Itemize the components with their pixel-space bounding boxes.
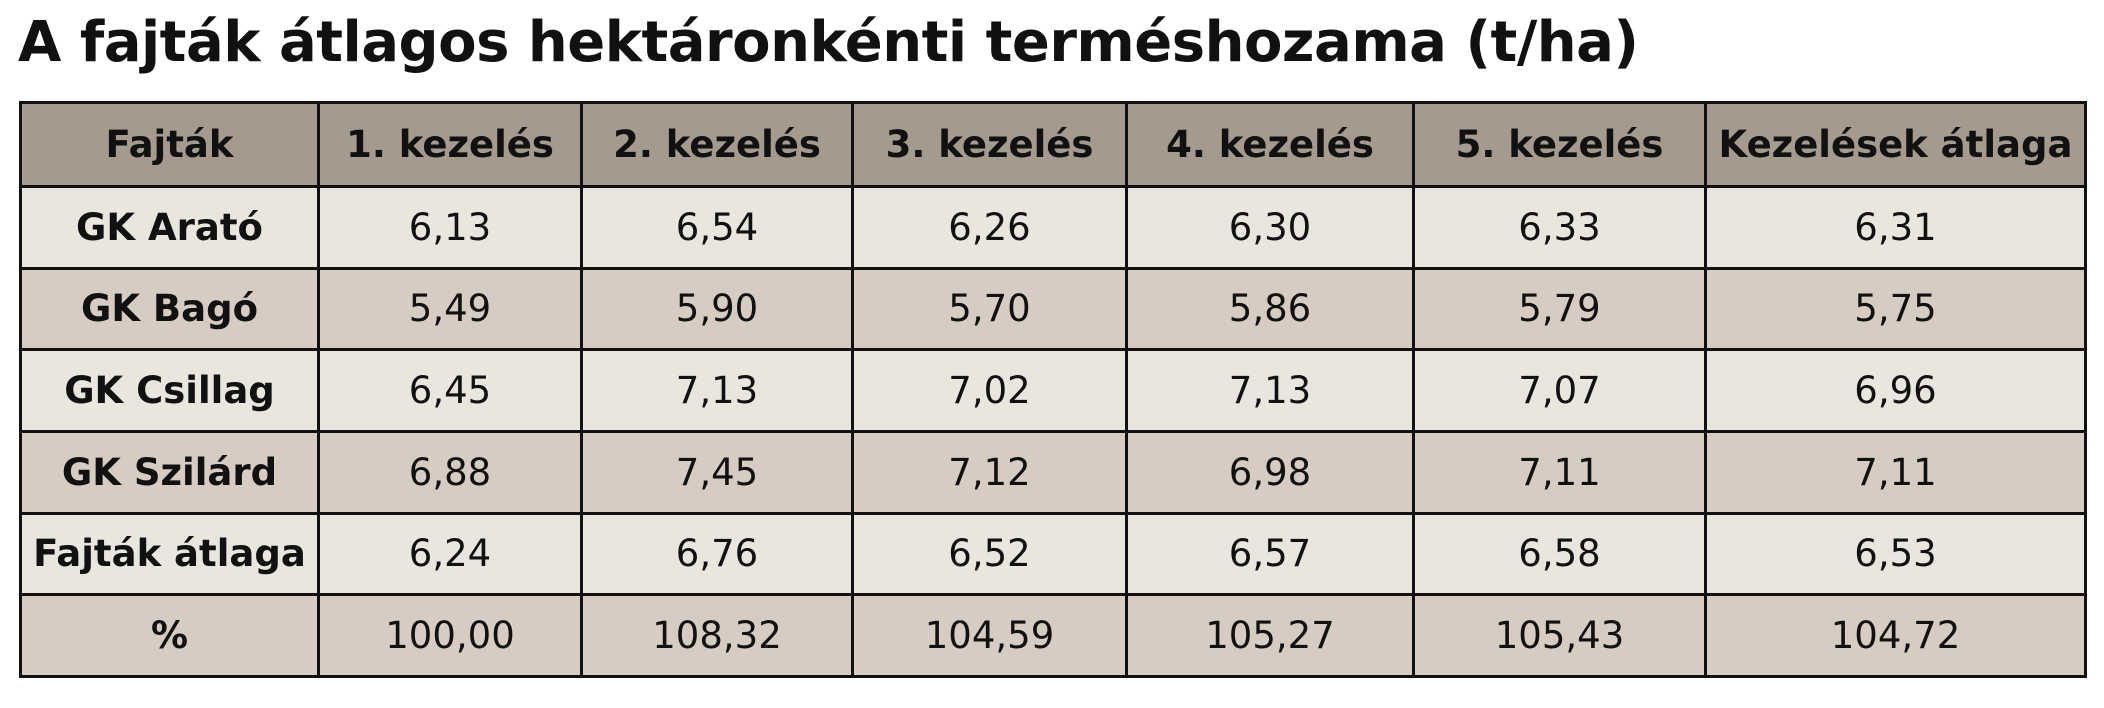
cell: 6,76 — [580, 511, 854, 597]
row-label: % — [19, 593, 320, 678]
cell: 6,52 — [851, 511, 1128, 597]
cell: 6,24 — [317, 511, 583, 597]
row-label: GK Arató — [19, 185, 320, 270]
cell: 7,12 — [851, 429, 1128, 515]
cell: 7,11 — [1704, 429, 2087, 515]
column-header: 3. kezelés — [851, 101, 1128, 188]
cell: 105,43 — [1412, 593, 1707, 678]
cell: 5,90 — [580, 266, 854, 352]
cell: 7,02 — [851, 348, 1128, 433]
cell: 104,59 — [851, 593, 1128, 678]
cell: 104,72 — [1704, 593, 2087, 678]
cell: 105,27 — [1125, 593, 1415, 678]
column-header: 5. kezelés — [1412, 101, 1707, 188]
cell: 5,49 — [317, 266, 583, 352]
table-row: GK Szilárd 6,88 7,45 7,12 6,98 7,11 7,11 — [19, 429, 2087, 515]
cell: 6,54 — [580, 185, 854, 270]
header-row: Fajták 1. kezelés 2. kezelés 3. kezelés 4. k… — [19, 101, 2087, 188]
table-row: GK Csillag 6,45 7,13 7,02 7,13 7,07 6,96 — [19, 348, 2087, 433]
page-title: A fajták átlagos hektáronkénti terméshoz… — [18, 10, 1639, 75]
cell: 100,00 — [317, 593, 583, 678]
row-label: GK Bagó — [19, 266, 320, 352]
row-label: GK Szilárd — [19, 429, 320, 515]
cell: 5,79 — [1412, 266, 1707, 352]
cell: 6,13 — [317, 185, 583, 270]
cell: 6,57 — [1125, 511, 1415, 597]
column-header: Kezelések átlaga — [1704, 101, 2087, 188]
table-row: GK Bagó 5,49 5,90 5,70 5,86 5,79 5,75 — [19, 266, 2087, 352]
cell: 7,11 — [1412, 429, 1707, 515]
cell: 6,88 — [317, 429, 583, 515]
yield-table: Fajták 1. kezelés 2. kezelés 3. kezelés 4. k… — [19, 101, 2087, 678]
column-header: Fajták — [19, 101, 320, 188]
cell: 6,26 — [851, 185, 1128, 270]
table-row: Fajták átlaga 6,24 6,76 6,52 6,57 6,58 6,53 — [19, 511, 2087, 597]
cell: 5,70 — [851, 266, 1128, 352]
cell: 6,96 — [1704, 348, 2087, 433]
cell: 6,30 — [1125, 185, 1415, 270]
cell: 6,33 — [1412, 185, 1707, 270]
cell: 7,45 — [580, 429, 854, 515]
cell: 6,31 — [1704, 185, 2087, 270]
cell: 108,32 — [580, 593, 854, 678]
cell: 6,58 — [1412, 511, 1707, 597]
table-row: % 100,00 108,32 104,59 105,27 105,43 104,72 — [19, 593, 2087, 678]
column-header: 2. kezelés — [580, 101, 854, 188]
column-header: 1. kezelés — [317, 101, 583, 188]
cell: 5,75 — [1704, 266, 2087, 352]
column-header: 4. kezelés — [1125, 101, 1415, 188]
row-label: Fajták átlaga — [19, 511, 320, 597]
table-row: GK Arató 6,13 6,54 6,26 6,30 6,33 6,31 — [19, 185, 2087, 270]
cell: 5,86 — [1125, 266, 1415, 352]
cell: 7,13 — [580, 348, 854, 433]
row-label: GK Csillag — [19, 348, 320, 433]
cell: 7,07 — [1412, 348, 1707, 433]
cell: 6,53 — [1704, 511, 2087, 597]
cell: 6,45 — [317, 348, 583, 433]
cell: 7,13 — [1125, 348, 1415, 433]
cell: 6,98 — [1125, 429, 1415, 515]
